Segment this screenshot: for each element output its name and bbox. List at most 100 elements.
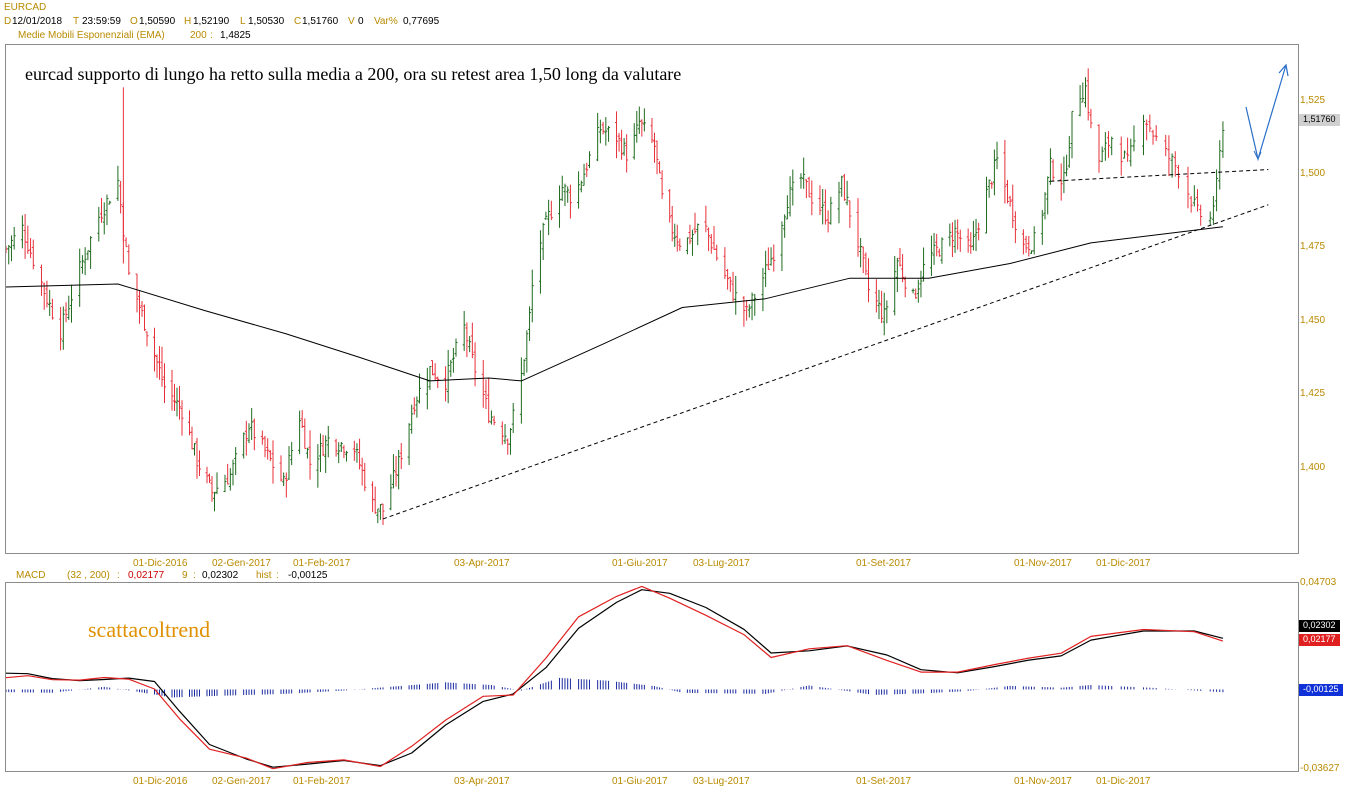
macd-panel[interactable]: scattacoltrend xyxy=(5,582,1299,772)
date-prefix: D xyxy=(4,16,12,27)
price-bar xyxy=(61,306,65,350)
price-bar xyxy=(412,397,416,415)
price-bar xyxy=(1189,196,1193,213)
ema-value: 1,4825 xyxy=(220,30,251,41)
ema-period: 200 xyxy=(190,30,207,41)
price-bar xyxy=(1196,189,1200,212)
price-panel[interactable]: eurcad supporto di lungo ha retto sulla … xyxy=(5,44,1299,554)
price-bar xyxy=(1148,114,1152,133)
price-bar xyxy=(715,244,719,261)
x-date-label: 01-Set-2017 xyxy=(856,558,912,569)
price-bar xyxy=(655,140,659,175)
price-bar xyxy=(1173,151,1177,177)
price-chart xyxy=(6,63,1289,525)
macd-line xyxy=(6,585,1224,770)
price-bar xyxy=(750,292,754,321)
high-prefix: H xyxy=(184,16,192,27)
hist-tag: -0,00125 xyxy=(1299,684,1343,696)
price-bar xyxy=(818,185,822,215)
symbol-label: EURCAD xyxy=(4,2,47,13)
price-bar xyxy=(1086,68,1090,121)
price-bar xyxy=(764,250,768,287)
price-bar xyxy=(503,424,507,444)
y-tick-label: 1,425 xyxy=(1300,388,1326,399)
price-bar xyxy=(688,224,692,245)
price-bar xyxy=(1221,121,1225,158)
price-bar xyxy=(67,295,71,320)
price-bar xyxy=(334,438,338,457)
price-bar xyxy=(1199,204,1203,226)
price-bar xyxy=(210,476,214,502)
price-bar xyxy=(1059,163,1063,201)
price-bar xyxy=(837,181,841,224)
price-bar xyxy=(726,268,730,290)
price-bar xyxy=(143,304,146,331)
price-bar xyxy=(885,300,889,324)
price-bar xyxy=(173,383,176,412)
low-prefix: L xyxy=(240,16,246,27)
price-bar xyxy=(446,349,450,404)
price-bar xyxy=(198,450,201,476)
ema-line xyxy=(6,226,1223,382)
price-bar xyxy=(29,238,33,259)
price-bar xyxy=(582,163,586,186)
price-bar xyxy=(268,450,272,462)
price-bar xyxy=(560,175,564,201)
price-bar xyxy=(135,273,139,313)
price-bar xyxy=(339,441,343,452)
price-bar xyxy=(804,179,808,199)
close-prefix: C xyxy=(294,16,302,27)
price-bar xyxy=(170,369,174,411)
price-bar xyxy=(7,244,11,265)
price-bar xyxy=(522,359,526,376)
price-bar xyxy=(153,327,156,372)
price-bar xyxy=(840,175,844,197)
price-bar xyxy=(465,322,469,358)
var-value: 0,77695 xyxy=(403,16,440,27)
price-bar xyxy=(250,408,254,440)
price-bar xyxy=(105,194,109,226)
price-bar xyxy=(195,437,199,479)
price-bar xyxy=(922,247,926,282)
price-bar xyxy=(506,438,510,455)
price-bar xyxy=(102,202,106,235)
macd-value: 0,02177 xyxy=(128,570,165,581)
price-bar xyxy=(303,418,307,449)
price-bar xyxy=(1081,82,1085,103)
x-date-label: 02-Gen-2017 xyxy=(212,558,271,569)
price-bar xyxy=(558,185,562,228)
price-bar xyxy=(670,205,674,242)
price-bar xyxy=(213,491,216,512)
price-bar xyxy=(451,347,455,373)
price-bar xyxy=(337,442,341,464)
price-bar xyxy=(78,248,82,307)
price-bar xyxy=(821,188,825,225)
macd-separator: : xyxy=(117,570,120,581)
price-bar xyxy=(397,449,401,490)
price-bar xyxy=(538,230,542,294)
price-bar xyxy=(252,418,256,451)
price-bar xyxy=(215,472,219,495)
price-bar xyxy=(901,254,905,283)
price-bar xyxy=(1100,146,1104,163)
price-bar xyxy=(985,176,989,234)
price-bar xyxy=(481,360,485,408)
price-bar xyxy=(1089,108,1093,129)
price-bar xyxy=(880,290,884,324)
price-bar xyxy=(1024,235,1028,253)
price-bar xyxy=(381,503,385,525)
price-bar xyxy=(916,279,920,303)
price-bar xyxy=(615,111,619,159)
trendline xyxy=(382,204,1269,520)
price-bar xyxy=(577,171,581,209)
price-bar xyxy=(345,450,349,462)
price-bar xyxy=(937,248,941,257)
price-bar xyxy=(547,199,551,236)
price-bar xyxy=(308,430,312,480)
price-bar xyxy=(42,282,46,310)
price-bar xyxy=(731,271,735,302)
price-bar xyxy=(399,443,403,470)
price-bar xyxy=(492,415,496,426)
price-bar xyxy=(788,176,792,217)
price-bar xyxy=(882,292,886,336)
